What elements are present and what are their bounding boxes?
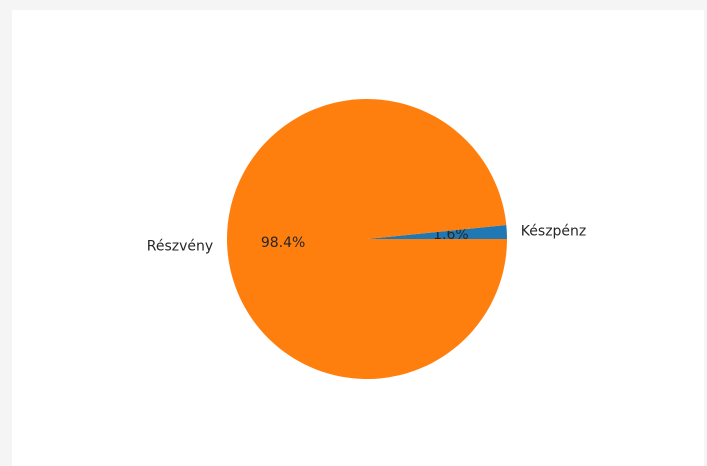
slice-category-label-1: Részvény (147, 239, 213, 255)
slice-category-label-0: Készpénz (521, 223, 586, 239)
slice-percent-label-1: 98.4% (261, 235, 305, 251)
pie-slice-1 (226, 98, 508, 379)
pie-slice-0 (367, 224, 507, 239)
